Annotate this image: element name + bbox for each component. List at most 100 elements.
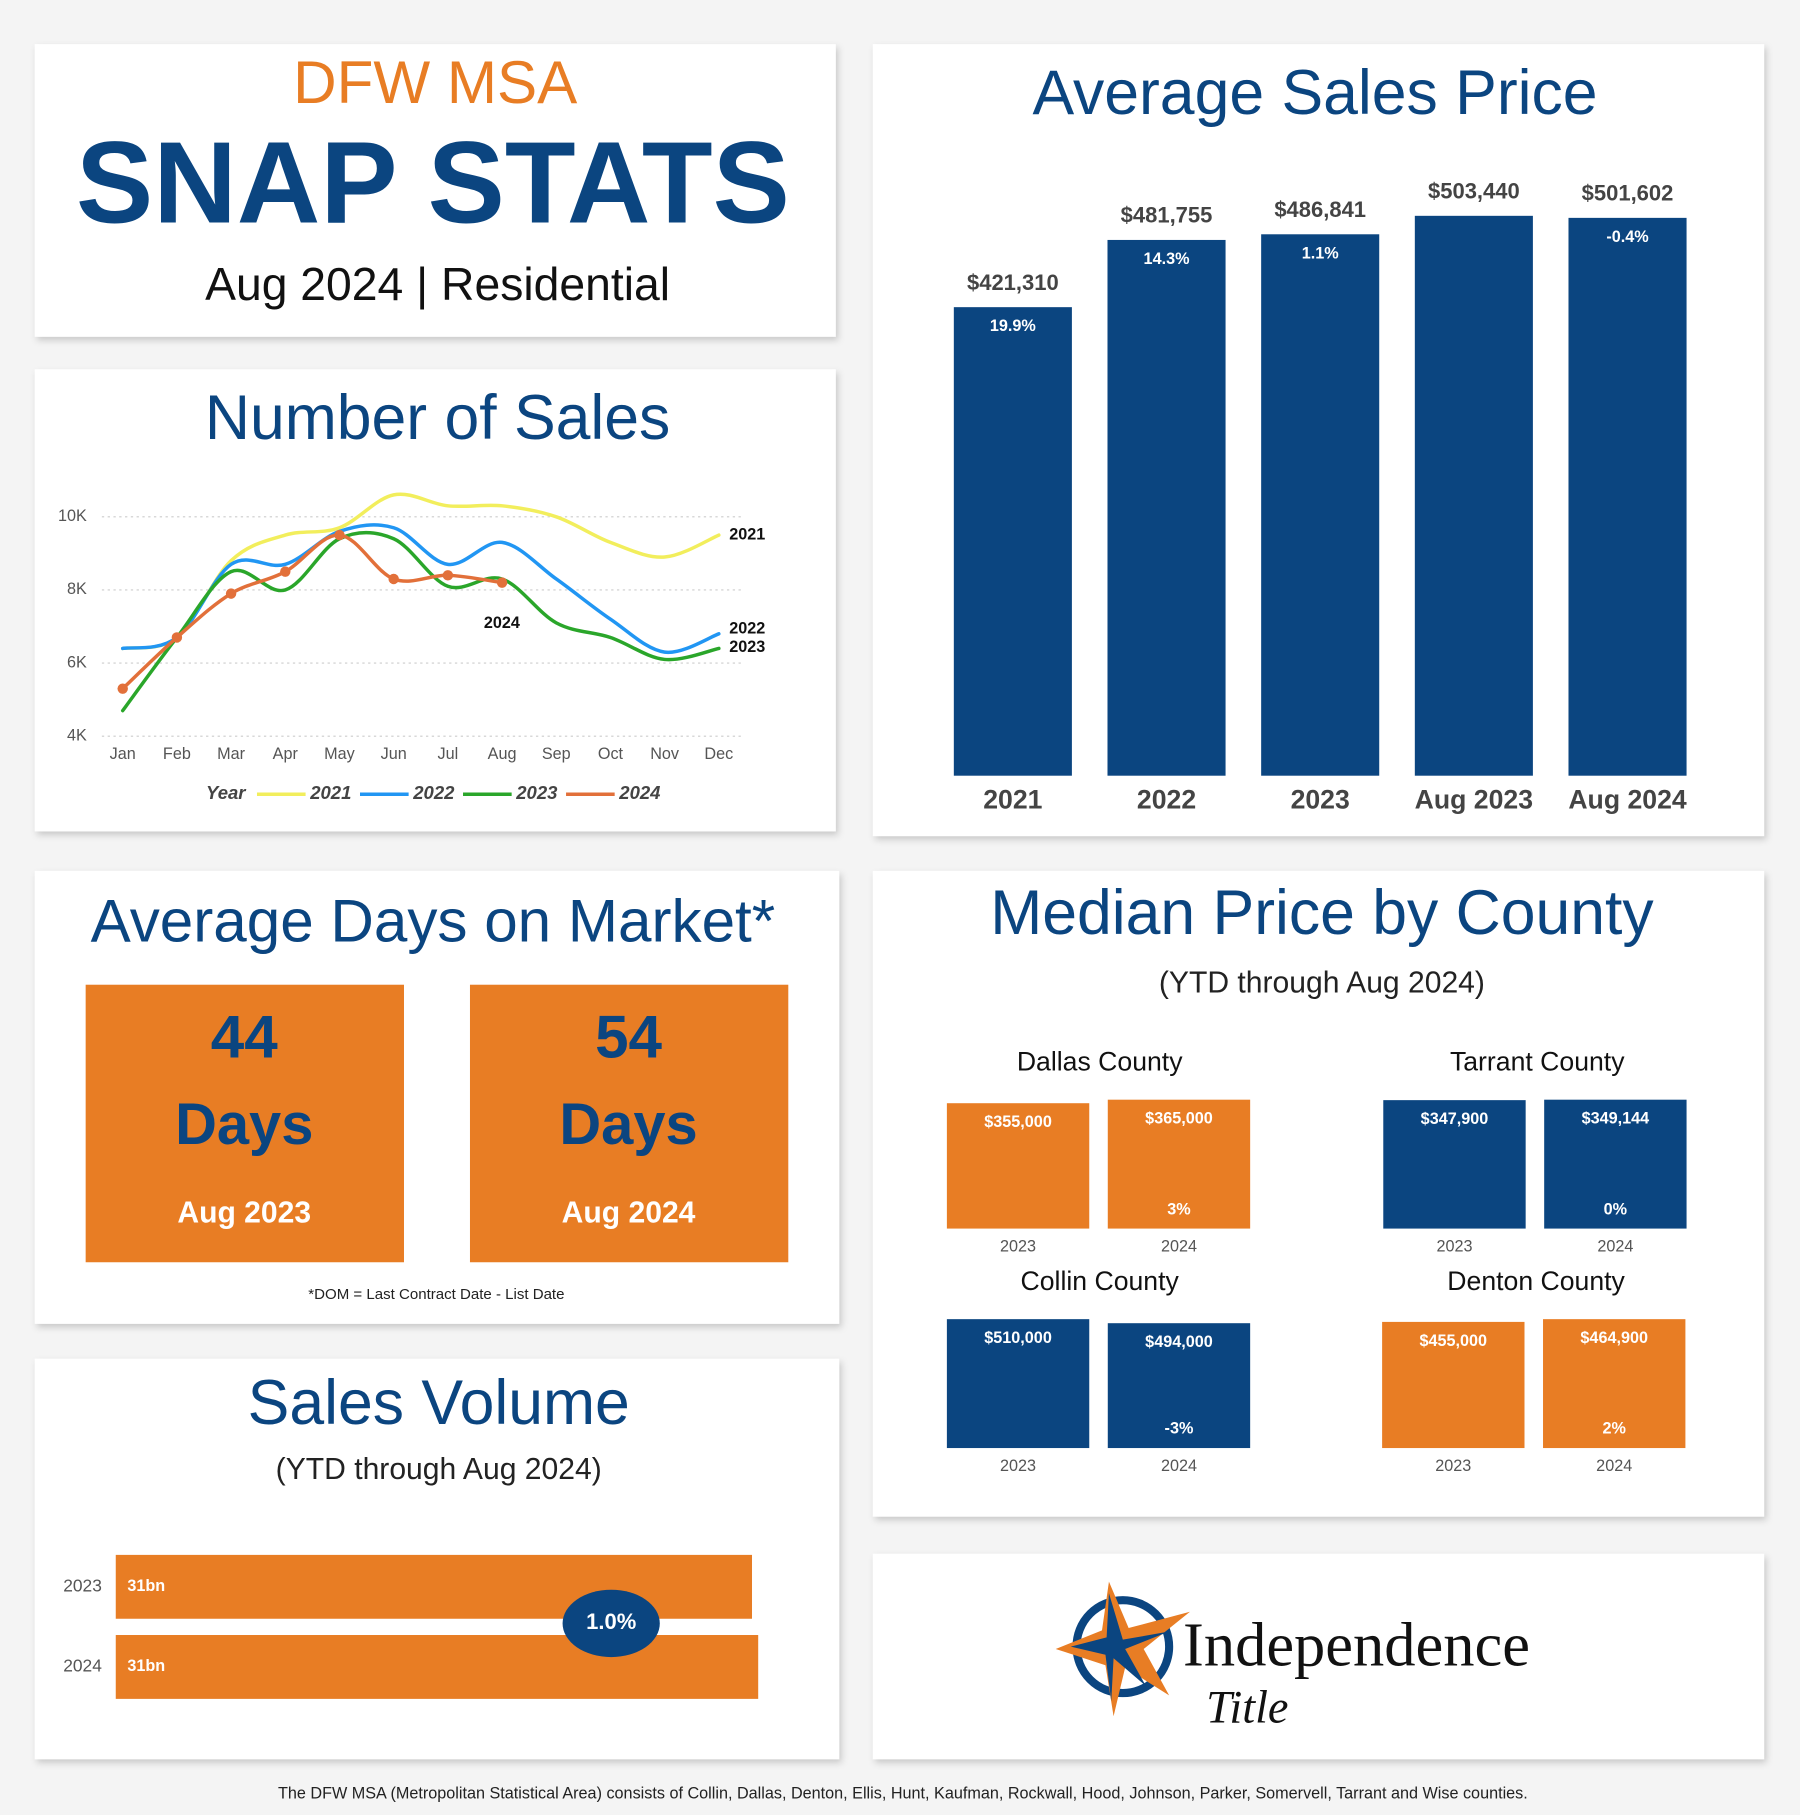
bar [1414,215,1533,776]
change-label: -3% [1165,1420,1194,1438]
logo-name: Independence [1183,1610,1530,1680]
bar [1544,1099,1687,1229]
change-label: 0% [1604,1200,1627,1218]
series-marker [117,683,128,694]
group-name: Denton County [1447,1266,1625,1296]
logo: Independence Title [1055,1581,1530,1733]
value-label: $481,755 [1121,203,1213,228]
y-tick-label: 10K [58,507,87,525]
card-value: 54 [595,1002,662,1070]
x-tick-label: Aug 2024 [1568,784,1687,814]
series-line [120,523,721,654]
series-label: 2024 [484,614,520,632]
x-tick-label: 2024 [1596,1457,1632,1475]
card-box [85,984,404,1263]
card-label: Aug 2023 [177,1197,311,1230]
bar [115,1635,759,1699]
series-label: 2021 [729,526,765,544]
x-tick-label: Jun [381,745,407,763]
legend-label: 2023 [515,782,558,803]
sales-panel [34,369,836,832]
change-label: 3% [1167,1200,1190,1218]
x-tick-label: Feb [163,745,191,763]
bar [1568,217,1687,776]
bar [115,1554,753,1619]
x-tick-label: Mar [217,745,245,763]
footnote: *DOM = Last Contract Date - List Date [308,1286,564,1303]
x-tick-label: 2022 [1137,784,1196,814]
series-marker [334,529,345,541]
x-tick-label: 2021 [983,784,1042,814]
card-unit: Days [175,1093,313,1157]
value-label: $365,000 [1145,1110,1213,1128]
bar [1383,1100,1526,1229]
y-tick-label: 4K [67,726,87,744]
x-tick-label: Oct [598,745,624,763]
chart-subtitle: (YTD through Aug 2024) [276,1453,602,1486]
change-label: 14.3% [1144,250,1190,268]
value-label: $455,000 [1420,1332,1488,1350]
header-panel [34,44,836,337]
bar [946,1103,1090,1229]
x-tick-label: Nov [650,745,680,763]
change-label: -0.4% [1606,228,1648,246]
value-label: $355,000 [984,1113,1052,1131]
chart-title: Median Price by County [990,878,1654,948]
bar [946,1319,1090,1449]
logo-panel [872,1553,1765,1760]
dom-card: 44 Days Aug 2023 [85,984,404,1263]
x-tick-label: Sep [542,745,571,763]
change-label: 19.9% [990,317,1036,335]
change-badge [562,1589,660,1658]
group-name: Tarrant County [1450,1047,1625,1077]
chart-title: Sales Volume [248,1368,630,1438]
series-line [120,530,721,713]
series-marker [496,577,508,588]
chart-subtitle: (YTD through Aug 2024) [1159,967,1485,1000]
value-label: $347,900 [1421,1110,1489,1128]
dom-card: 54 Days Aug 2024 [469,984,789,1263]
series-marker [388,573,399,585]
bar [1382,1321,1525,1449]
value-label: $503,440 [1428,178,1520,203]
bar [1543,1319,1686,1449]
card-unit: Days [559,1093,697,1157]
x-tick-label: 2024 [1597,1237,1633,1255]
legend-label: 2024 [618,782,660,803]
x-tick-label: Apr [273,745,299,763]
series-marker [442,570,454,581]
value-label: $349,144 [1582,1110,1650,1128]
bar [1107,1099,1251,1229]
x-tick-label: 2023 [1000,1237,1036,1255]
y-tick-label: 2024 [63,1656,102,1676]
dom-title: Average Days on Market* [91,886,776,954]
x-tick-label: 2023 [1435,1457,1471,1475]
change-label: 1.0% [586,1609,636,1634]
change-label: 2% [1603,1420,1626,1438]
value-label: $486,841 [1274,197,1366,222]
x-tick-label: Jan [110,745,136,763]
footer: The DFW MSA (Metropolitan Statistical Ar… [278,1784,1528,1802]
x-tick-label: May [324,745,355,763]
bar [1261,234,1380,776]
card-value: 44 [211,1002,278,1070]
x-tick-label: 2023 [1436,1237,1472,1255]
x-tick-label: Aug [488,745,517,763]
value-label: $510,000 [984,1329,1052,1347]
chart-title: Number of Sales [205,383,670,453]
value-label: $421,310 [967,270,1059,295]
legend-title: Year [206,782,247,803]
legend-label: 2021 [309,782,351,803]
x-tick-label: 2024 [1161,1237,1197,1255]
series-marker [225,588,237,599]
series-marker [171,632,183,643]
card-box [469,984,789,1263]
series-label: 2022 [729,620,765,638]
x-tick-label: 2023 [1000,1457,1036,1475]
y-tick-label: 6K [67,653,87,671]
logo-star-inner [1070,1593,1170,1702]
group-name: Collin County [1021,1266,1180,1296]
y-tick-label: 8K [67,580,87,598]
